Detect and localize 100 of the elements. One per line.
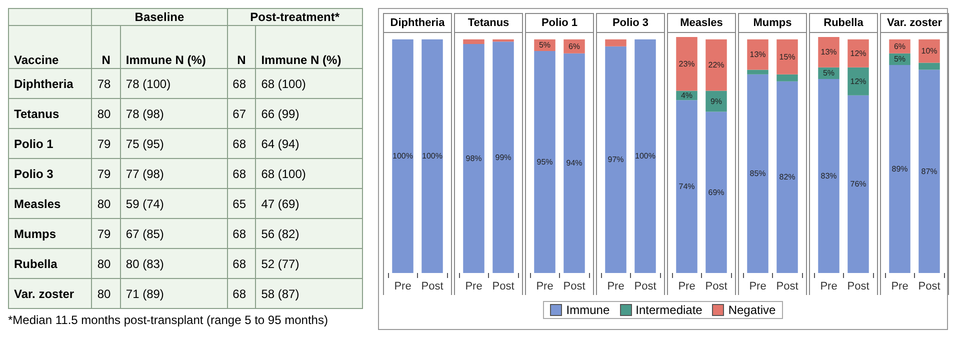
data-label: 78 (100) — [120, 68, 228, 98]
bar — [918, 70, 940, 273]
data-label: 68 — [227, 128, 256, 158]
data-label: 99% — [495, 152, 512, 162]
x-tick-label: Post — [563, 280, 586, 292]
data-label: 74% — [678, 182, 695, 192]
x-tick-label: Pre — [820, 280, 838, 292]
data-label: 98% — [466, 154, 482, 164]
data-label: 79 — [92, 158, 120, 188]
data-label: 56 (82) — [256, 218, 362, 248]
data-label: 80 — [92, 278, 120, 308]
data-label: 80 — [92, 98, 120, 128]
data-label: 94% — [566, 158, 582, 168]
data-label: 58 (87) — [256, 278, 362, 308]
text: *Median 11.5 months post-transplant (range 5 to 95 months) — [8, 313, 329, 327]
data-label: 78 — [92, 68, 120, 98]
chart-title: Polio 3 — [597, 14, 664, 33]
category-label: Mumps — [8, 218, 92, 248]
category-label: Rubella — [8, 248, 92, 278]
x-tick-label: Pre — [465, 280, 482, 292]
bar — [706, 90, 727, 112]
x-tick-label: Post — [918, 280, 940, 292]
data-label: 80 (83) — [120, 248, 228, 278]
x-tick-label: Post — [492, 280, 514, 292]
x-tick-label: Pre — [678, 280, 696, 292]
category-label: Diphtheria — [8, 68, 92, 98]
data-label: 12% — [850, 76, 866, 86]
bar — [918, 62, 940, 70]
data-label: 68 (100) — [256, 158, 362, 188]
chart-title: Tetanus — [455, 14, 522, 33]
category-label: Polio 3 — [8, 158, 92, 188]
data-label: 23% — [678, 59, 695, 68]
x-tick-label: Pre — [891, 280, 908, 292]
bar — [676, 37, 698, 91]
chart-title: Polio 1 — [526, 14, 593, 33]
chart-title: Rubella — [810, 14, 877, 33]
data-label: 13% — [820, 48, 837, 57]
bar — [776, 39, 798, 74]
bar — [918, 39, 940, 63]
bar — [818, 37, 840, 68]
x-tick-label: Post — [634, 280, 656, 292]
x-tick-label: Post — [705, 280, 728, 292]
text: Immune N (%) — [256, 26, 362, 68]
text: Immune — [565, 303, 610, 317]
bar — [776, 74, 798, 82]
data-label: 68 — [227, 158, 256, 188]
data-label: 100% — [422, 152, 442, 161]
category-label: Var. zoster — [8, 278, 92, 308]
data-label: 68 — [227, 248, 256, 278]
data-label: 95% — [536, 158, 553, 167]
chart-title: Measles — [668, 14, 735, 33]
bar — [747, 74, 768, 273]
bar — [848, 67, 869, 96]
data-label: 10% — [921, 46, 938, 56]
data-label: 59 (74) — [120, 188, 228, 218]
data-label: 6% — [568, 42, 580, 51]
data-label: 79 — [92, 128, 120, 158]
bar — [747, 70, 768, 74]
data-label: 77 (98) — [120, 158, 228, 188]
data-label: 68 — [227, 278, 256, 308]
data-label: 22% — [708, 60, 724, 70]
data-label: 52 (77) — [256, 248, 362, 278]
x-tick-label: Pre — [536, 280, 554, 292]
data-label: 5% — [894, 54, 906, 64]
x-tick-label: Post — [776, 280, 798, 292]
bar — [818, 79, 840, 273]
data-label: 64 (94) — [256, 128, 362, 158]
bar — [848, 95, 869, 273]
text: Baseline — [92, 8, 228, 26]
bar — [747, 39, 768, 70]
legend-label: Intermediate — [634, 303, 702, 317]
data-label: 87% — [921, 166, 938, 176]
data-label: 83% — [820, 172, 837, 181]
data-label: 5% — [538, 40, 551, 50]
data-label: 6% — [894, 42, 906, 51]
data-label: 80 — [92, 188, 120, 218]
category-label: Tetanus — [8, 98, 92, 128]
x-tick-label: Pre — [749, 280, 766, 292]
x-tick-label: Pre — [607, 280, 624, 292]
data-label: 66 (99) — [256, 98, 362, 128]
bar — [848, 39, 869, 68]
data-label: 68 (100) — [256, 68, 362, 98]
data-label: 9% — [710, 96, 722, 106]
data-label: 68 — [227, 218, 256, 248]
data-label: 13% — [750, 50, 766, 60]
data-label: 12% — [850, 48, 866, 58]
data-label: 82% — [779, 172, 796, 182]
x-tick-label: Post — [847, 280, 870, 292]
chart-title: Var. zoster — [881, 14, 948, 33]
text: Vaccine — [8, 26, 92, 68]
x-tick-label: Pre — [394, 280, 412, 292]
legend-label: Negative — [727, 303, 776, 317]
category-label: Polio 1 — [8, 128, 92, 158]
series-label: N — [92, 26, 120, 68]
data-label: 76% — [850, 180, 866, 189]
category-label: Measles — [8, 188, 92, 218]
data-label: 89% — [892, 164, 908, 174]
data-label: 71 (89) — [120, 278, 228, 308]
bar — [889, 65, 910, 273]
data-label: 78 (98) — [120, 98, 228, 128]
